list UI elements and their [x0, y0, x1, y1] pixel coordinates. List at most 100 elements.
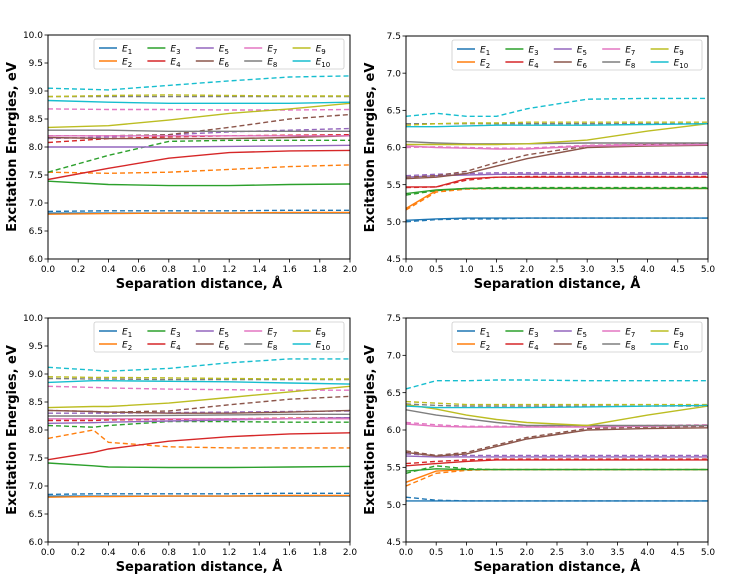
legend-entry: E9 — [316, 328, 326, 340]
series-line-e8-solid — [48, 413, 350, 417]
x-tick-label: 1.0 — [459, 265, 474, 275]
chart-panel-1: 0.0 0.2 0.4 0.6 0.8 1.0 1.2 1.4 1.6 1.8 2.0 6.0 6.5 7… — [5, 31, 357, 292]
legend-entry: E6 — [219, 58, 230, 70]
legend-entry: E6 — [577, 341, 588, 353]
legend-entry: E1 — [122, 45, 132, 57]
series-line-e9-dashed — [406, 400, 708, 406]
x-tick-label: 0.4 — [101, 265, 116, 275]
x-tick-label: 4.0 — [640, 548, 655, 558]
series-line-e10-dashed — [48, 75, 350, 91]
y-tick-label: 5.5 — [387, 181, 401, 191]
x-axis-label: Separation distance, Å — [474, 276, 641, 292]
legend-entry: E8 — [267, 58, 277, 70]
y-tick-label: 6.0 — [387, 426, 402, 436]
series-line-e5-dashed — [48, 127, 350, 140]
x-tick-label: 0.0 — [399, 548, 414, 558]
x-tick-label: 0.2 — [71, 548, 85, 558]
series-line-e3-dashed — [48, 139, 350, 173]
x-tick-label: 4.0 — [640, 265, 655, 275]
y-tick-label: 7.5 — [387, 314, 401, 324]
legend-entry: E3 — [528, 328, 538, 340]
x-tick-label: 0.0 — [399, 265, 414, 275]
legend-entry: E7 — [267, 45, 277, 57]
y-tick-label: 6.5 — [29, 510, 43, 520]
x-tick-label: 0.6 — [131, 548, 146, 558]
series-line-e9-solid — [406, 123, 708, 146]
chart-panel-4: 0.0 0.5 1.0 1.5 2.0 2.5 3.0 3.5 4.0 4.5 5.0 4.5 5.0 5… — [363, 314, 715, 574]
x-tick-label: 3.0 — [580, 548, 595, 558]
y-axis-label: Excitation Energies, eV — [363, 345, 378, 515]
legend-entry: E7 — [625, 328, 635, 340]
legend-entry: E4 — [528, 341, 539, 353]
y-axis-label: Excitation Energies, eV — [5, 62, 20, 232]
y-tick-label: 6.0 — [29, 538, 44, 548]
x-tick-label: 4.5 — [671, 548, 685, 558]
legend-entry: E5 — [219, 45, 229, 57]
series-line-e10-dashed — [406, 97, 708, 117]
y-tick-label: 9.5 — [29, 342, 43, 352]
legend-entry: E5 — [219, 328, 229, 340]
series-line-e6-solid — [406, 144, 708, 180]
legend-entry: E4 — [170, 341, 181, 353]
x-tick-label: 1.6 — [282, 548, 297, 558]
y-tick-label: 8.0 — [29, 143, 44, 153]
x-tick-label: 1.8 — [313, 548, 328, 558]
series-line-e7-dashed — [406, 421, 708, 427]
x-tick-label: 4.5 — [671, 265, 685, 275]
x-axis-label: Separation distance, Å — [474, 559, 641, 574]
series-line-e10-solid — [406, 123, 708, 128]
y-tick-label: 5.0 — [387, 501, 402, 511]
legend-entry: E3 — [528, 46, 538, 58]
legend-entry: E1 — [122, 328, 132, 340]
series-line-e3-solid — [48, 462, 350, 469]
legend-entry: E2 — [480, 341, 490, 353]
y-tick-label: 10.0 — [23, 31, 43, 41]
series-line-e7-dashed — [406, 142, 708, 149]
series-line-e6-dashed — [406, 425, 708, 457]
y-tick-label: 5.5 — [387, 464, 401, 474]
x-tick-label: 0.6 — [131, 265, 146, 275]
y-tick-label: 4.5 — [387, 538, 401, 548]
x-tick-label: 2.0 — [343, 548, 358, 558]
y-tick-label: 7.0 — [29, 482, 44, 492]
legend-entry: E2 — [122, 58, 132, 70]
x-tick-label: 2.5 — [550, 265, 564, 275]
series-line-e9-dashed — [48, 94, 350, 98]
x-tick-label: 0.2 — [71, 265, 85, 275]
y-tick-label: 9.0 — [29, 87, 44, 97]
y-axis-label: Excitation Energies, eV — [363, 63, 378, 233]
series-group — [406, 97, 708, 223]
legend-entry: E4 — [528, 59, 539, 71]
series-line-e8-solid — [406, 409, 708, 427]
series-line-e4-solid — [48, 432, 350, 461]
series-line-e9-solid — [48, 102, 350, 129]
legend-entry: E4 — [170, 58, 181, 70]
series-line-e7-dashed — [48, 108, 350, 111]
x-tick-label: 2.0 — [520, 548, 535, 558]
legend-entry: E10 — [316, 58, 331, 70]
series-line-e9-dashed — [48, 376, 350, 380]
y-tick-label: 6.0 — [29, 255, 44, 265]
x-tick-label: 2.0 — [520, 265, 535, 275]
y-tick-label: 6.5 — [29, 227, 43, 237]
x-tick-label: 2.5 — [550, 548, 564, 558]
legend-entry: E10 — [316, 341, 331, 353]
x-tick-label: 0.5 — [429, 548, 443, 558]
series-line-e6-dashed — [48, 113, 350, 137]
chart-panel-3: 0.0 0.2 0.4 0.6 0.8 1.0 1.2 1.4 1.6 1.8 2.0 6.0 6.5 7… — [5, 314, 357, 574]
legend-entry: E3 — [170, 45, 180, 57]
series-line-e2-dashed — [406, 187, 708, 211]
x-tick-label: 3.0 — [580, 265, 595, 275]
y-tick-label: 8.5 — [29, 398, 43, 408]
y-tick-label: 8.5 — [29, 115, 43, 125]
y-tick-label: 6.5 — [387, 389, 401, 399]
x-tick-label: 0.0 — [41, 265, 56, 275]
x-axis-label: Separation distance, Å — [116, 276, 283, 292]
series-line-e6-solid — [406, 427, 708, 457]
series-line-e6-dashed — [48, 395, 350, 413]
series-line-e9-solid — [406, 403, 708, 427]
legend-entry: E7 — [625, 46, 635, 58]
x-tick-label: 5.0 — [701, 265, 716, 275]
